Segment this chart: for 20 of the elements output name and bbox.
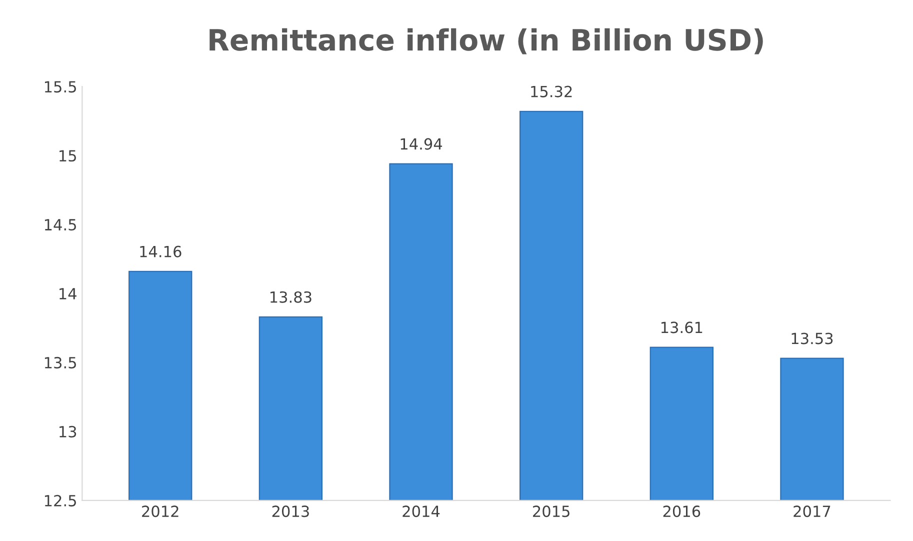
x-tick-label: 2017 (794, 506, 830, 518)
data-label: 14.16 (140, 246, 182, 258)
y-tick-label: 13 (60, 426, 76, 438)
y-tick-label: 14.5 (44, 219, 76, 231)
x-tick-label: 2016 (663, 506, 700, 518)
y-tick-label: 13.5 (44, 356, 76, 368)
x-tick-label: 2013 (272, 506, 309, 518)
y-tick-label: 15.5 (44, 81, 76, 93)
data-label: 13.83 (270, 291, 312, 303)
data-label: 13.53 (792, 332, 833, 344)
data-label: 13.61 (661, 322, 702, 334)
data-label: 15.32 (531, 86, 572, 98)
y-tick-label: 14 (60, 288, 76, 300)
chart-title: Remittance inflow (in Billion USD) (210, 28, 763, 54)
x-tick-label: 2015 (533, 506, 570, 518)
x-tick-label: 2012 (142, 506, 178, 518)
y-tick-label: 15 (60, 150, 76, 162)
data-label: 14.94 (400, 138, 442, 150)
y-tick-label: 12.5 (44, 494, 76, 506)
x-tick-label: 2014 (402, 506, 440, 518)
